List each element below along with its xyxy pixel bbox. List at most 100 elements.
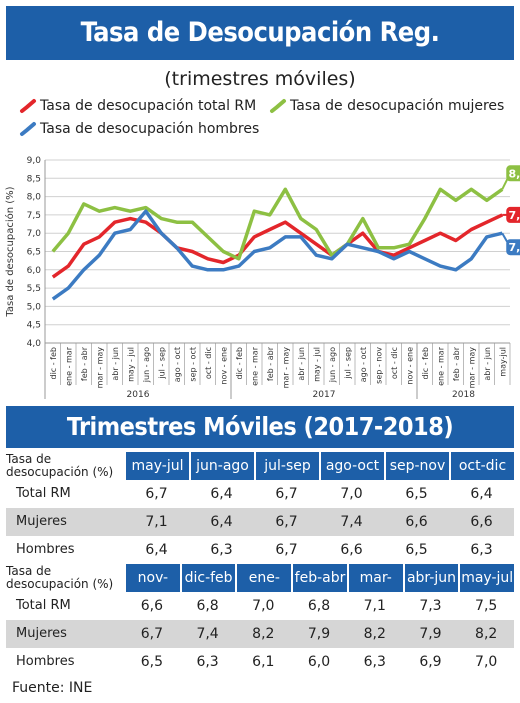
y-tick-label: 8,5	[27, 174, 41, 184]
x-tick-label: dic - feb	[49, 347, 58, 380]
y-tick-label: 4,0	[27, 339, 42, 349]
table-row: Mujeres 7,1 6,4 6,7 7,4 6,6 6,6	[6, 508, 514, 536]
table-cell: 6,9	[419, 654, 442, 670]
table: Tasa de desocupación (%) nov-ene dic-feb en…	[6, 564, 515, 676]
x-tick-label: dic - feb	[235, 347, 244, 380]
table-cell: 7,3	[419, 598, 442, 614]
table-cell: 6,7	[275, 514, 298, 530]
x-tick-label: jul - sep	[157, 347, 166, 380]
column-header: dic-feb	[181, 564, 236, 592]
table-cell: 7,0	[475, 654, 498, 670]
table-cell: 6,1	[252, 654, 275, 670]
row-label: Total RM	[16, 598, 71, 613]
table-cell: 6,6	[340, 542, 363, 558]
value-label: 7,5	[509, 209, 520, 222]
header-row: Tasa de desocupación (%) may-jul jun-ago ju…	[6, 452, 514, 480]
table-row: Total RM 6,7 6,4 6,7 7,0 6,5 6,4	[6, 480, 514, 508]
y-tick-label: 7,0	[27, 229, 42, 239]
table-cell: 6,8	[196, 598, 219, 614]
header-label: Tasa de desocupación (%)	[6, 452, 124, 480]
x-tick-label: nov - ene	[219, 347, 228, 385]
legend-label: Tasa de desocupación mujeres	[289, 98, 504, 114]
row-label: Mujeres	[16, 626, 67, 641]
table-cell: 6,4	[210, 514, 233, 530]
table-cell: 6,6	[140, 598, 163, 614]
legend-swatch	[20, 99, 36, 113]
y-tick-label: 9,0	[27, 156, 42, 166]
table-cell: 7,0	[252, 598, 275, 614]
legend-swatch	[20, 122, 36, 136]
column-header: abr-jun	[404, 564, 459, 592]
x-tick-label: abr - jun	[297, 347, 306, 381]
x-tick-label: may-jul	[498, 347, 507, 377]
table-cell: 7,1	[363, 598, 386, 614]
table-cell: 7,9	[419, 626, 442, 642]
x-tick-label: feb - abr	[80, 346, 89, 381]
value-label-box	[506, 206, 520, 223]
table-cell: 8,2	[475, 626, 498, 642]
x-tick-label: sep - nov	[374, 347, 383, 384]
x-tick-label: jun - ago	[328, 347, 337, 383]
year-label: 2016	[127, 390, 150, 400]
row-label: Mujeres	[16, 514, 67, 529]
x-tick-label: abr - jun	[111, 347, 120, 381]
table-cell: 7,4	[196, 626, 219, 642]
legend-label: Tasa de desocupación total RM	[39, 98, 256, 114]
x-tick-label: oct - dic	[204, 347, 213, 379]
header-label: Tasa de desocupación (%)	[6, 564, 124, 592]
x-tick-label: abr - jun	[483, 347, 492, 381]
year-label: 2017	[313, 390, 336, 400]
column-header: jun-ago	[191, 452, 254, 480]
x-tick-label: mar - may	[95, 347, 104, 389]
table-cell: 6,7	[275, 542, 298, 558]
x-tick-label: oct - dic	[390, 347, 399, 379]
y-tick-label: 5,0	[27, 302, 42, 312]
x-tick-label: feb - abr	[266, 346, 275, 381]
x-tick-label: sep - oct	[188, 347, 197, 382]
table-cell: 7,4	[340, 514, 363, 530]
x-tick-label: mar - may	[467, 347, 476, 389]
table-row: Mujeres 6,7 7,4 8,2 7,9 8,2 7,9 8,2	[6, 620, 514, 648]
table-cell: 6,5	[405, 542, 428, 558]
y-tick-label: 5,5	[27, 284, 41, 294]
x-tick-label: jun - ago	[142, 347, 151, 383]
table-cell: 7,5	[475, 598, 498, 614]
table-cell: 6,7	[140, 626, 163, 642]
y-tick-label: 6,5	[27, 248, 41, 258]
title: Tasa de Desocupación Reg. Metropolitana	[6, 6, 514, 102]
column-header: ago-oct	[321, 452, 384, 480]
table-cell: 6,5	[140, 654, 163, 670]
legend-swatch	[270, 99, 286, 113]
value-label: 7,0	[509, 241, 520, 254]
series-line	[51, 209, 503, 301]
table-row: Hombres 6,4 6,3 6,7 6,6 6,5 6,3	[6, 536, 514, 564]
table-cell: 6,3	[363, 654, 386, 670]
table-cell: 7,0	[340, 486, 363, 502]
legend-label: Tasa de desocupación hombres	[39, 121, 259, 137]
value-label: 8,2	[509, 167, 520, 180]
table-cell: 8,2	[252, 626, 275, 642]
chart: Tasa de desocupación total RM Tasa de des…	[4, 98, 520, 400]
y-tick-label: 6,0	[27, 266, 42, 276]
table-cell: 6,7	[145, 486, 168, 502]
column-header: may-jul	[460, 564, 515, 592]
x-tick-label: mar - may	[281, 347, 290, 389]
table-cell: 6,7	[275, 486, 298, 502]
value-label-box	[506, 239, 520, 256]
x-tick-label: may - jul	[126, 347, 135, 382]
subtitle: (trimestres móviles)	[164, 68, 356, 90]
table-cell: 6,3	[470, 542, 493, 558]
table-cell: 6,4	[145, 542, 168, 558]
series-line	[51, 187, 504, 261]
y-tick-label: 4,5	[27, 321, 41, 331]
table-cell: 6,3	[196, 654, 219, 670]
table-cell: 6,4	[210, 486, 233, 502]
table-cell: 8,2	[363, 626, 386, 642]
table-row: Hombres 6,5 6,3 6,1 6,0 6,3 6,9 7,0	[6, 648, 514, 676]
column-header: mar-may	[348, 564, 403, 614]
series-line	[51, 213, 504, 279]
column-header: sep-nov	[386, 452, 449, 480]
value-label-box	[506, 165, 520, 182]
table-cell: 6,8	[307, 598, 331, 614]
table-cell: 7,9	[307, 626, 331, 642]
